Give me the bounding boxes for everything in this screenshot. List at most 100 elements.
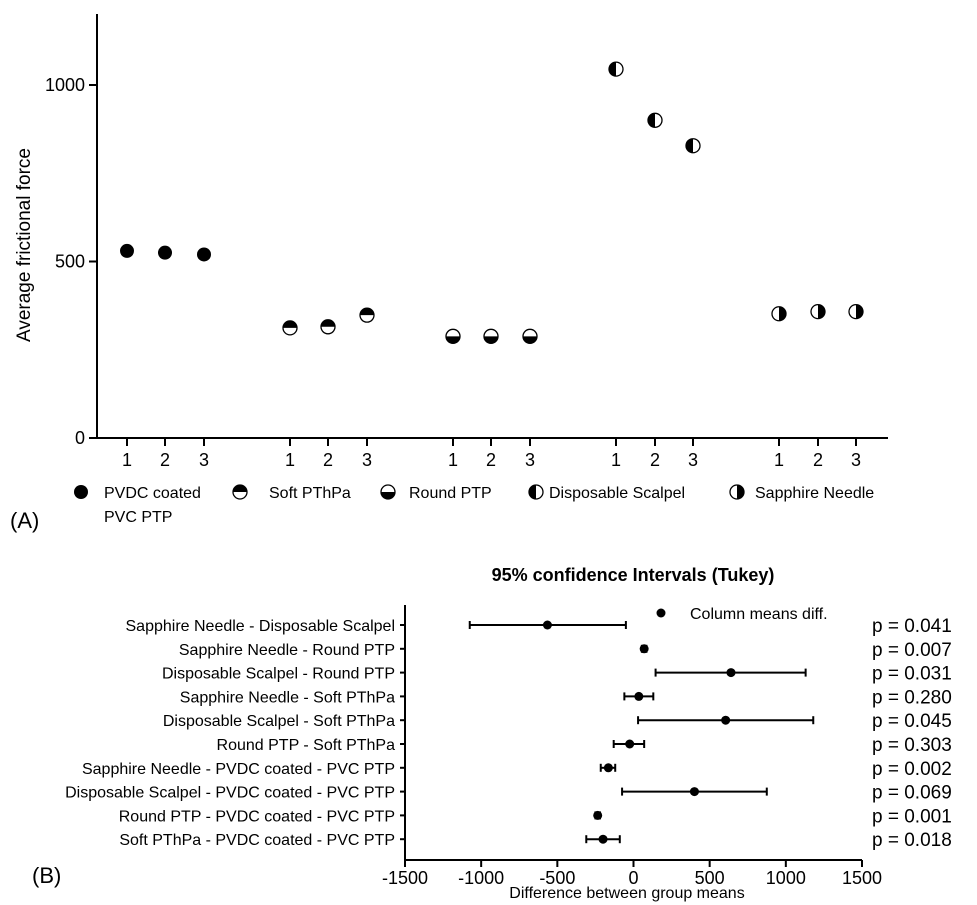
p-value-label: p = 0.031 <box>872 664 952 685</box>
x-tick-label: 1 <box>448 450 458 470</box>
x-tick-label: -1000 <box>458 868 504 888</box>
p-value-label: p = 0.280 <box>872 687 952 708</box>
comparison-row: Round PTP - Soft PThPa p = 0.303 <box>217 735 952 756</box>
data-point <box>120 243 134 258</box>
x-tick-label: -500 <box>539 868 575 888</box>
x-tick-label: 500 <box>695 868 725 888</box>
data-point <box>282 320 298 336</box>
x-tick-label: 3 <box>362 450 372 470</box>
panel-a-y-axis-label: Average frictional force <box>14 148 35 342</box>
panel-a-y-ticks: 0 500 1000 <box>45 75 97 448</box>
panel-a-x-ticks: 1 2 3 1 2 3 1 2 3 1 2 3 1 2 3 <box>122 438 861 470</box>
data-point <box>158 245 172 260</box>
data-point <box>359 307 375 323</box>
comparison-row: Disposable Scalpel - Round PTP p = 0.031 <box>162 664 952 685</box>
comparison-row: Sapphire Needle - Disposable Scalpel p = … <box>126 616 952 637</box>
legend-marker <box>380 484 396 500</box>
panel-b-confidence-interval-chart: 95% confidence Intervals (Tukey) -1500 -1… <box>32 565 952 902</box>
data-point <box>685 138 701 154</box>
x-tick-label: 3 <box>525 450 535 470</box>
data-point <box>771 306 787 322</box>
x-tick-label: 3 <box>688 450 698 470</box>
mean-point <box>689 787 699 797</box>
panel-b-x-ticks: -1500 -1000 -500 0 500 1000 1500 <box>382 860 882 888</box>
panel-a-legend: PVDC coated PVC PTP Soft PThPa Round PTP Dis… <box>74 484 874 526</box>
mean-point <box>726 668 736 678</box>
comparison-row: Sapphire Needle - PVDC coated - PVC PTP p… <box>82 759 952 780</box>
p-value-label: p = 0.069 <box>872 783 952 804</box>
legend-label: Disposable Scalpel <box>549 485 685 502</box>
y-tick-label: 500 <box>55 252 85 272</box>
panel-b-title: 95% confidence Intervals (Tukey) <box>492 565 775 585</box>
data-point <box>445 328 461 344</box>
p-value-label: p = 0.041 <box>872 616 952 637</box>
legend-marker <box>729 484 745 500</box>
comparison-label: Sapphire Needle - PVDC coated - PVC PTP <box>82 761 395 778</box>
y-tick-label: 1000 <box>45 75 85 95</box>
comparison-label: Round PTP - Soft PThPa <box>217 737 396 754</box>
panel-a-label: (A) <box>10 508 39 533</box>
panel-b-x-axis-label: Difference between group means <box>509 885 744 902</box>
comparison-label: Disposable Scalpel - PVDC coated - PVC P… <box>65 785 395 802</box>
x-tick-label: 2 <box>160 450 170 470</box>
data-point <box>320 319 336 335</box>
comparison-row: Round PTP - PVDC coated - PVC PTP p = 0.0… <box>119 806 952 827</box>
x-tick-label: 2 <box>323 450 333 470</box>
x-tick-label: 1 <box>774 450 784 470</box>
data-point <box>197 247 211 262</box>
p-value-label: p = 0.007 <box>872 640 952 661</box>
comparison-label: Disposable Scalpel - Soft PThPa <box>163 713 395 730</box>
p-value-label: p = 0.001 <box>872 806 952 827</box>
comparison-label: Sapphire Needle - Disposable Scalpel <box>126 618 396 635</box>
data-point <box>522 328 538 344</box>
legend-marker <box>232 484 248 500</box>
legend-label: PVDC coated <box>104 485 201 502</box>
legend-label: Sapphire Needle <box>755 485 874 502</box>
x-tick-label: 3 <box>199 450 209 470</box>
comparison-row: Soft PThPa - PVDC coated - PVC PTP p = 0.… <box>119 830 951 851</box>
comparison-row: Sapphire Needle - Soft PThPa p = 0.280 <box>180 687 952 708</box>
p-value-label: p = 0.045 <box>872 711 952 732</box>
panel-b-label: (B) <box>32 863 61 888</box>
p-value-label: p = 0.018 <box>872 830 952 851</box>
data-point <box>608 61 624 77</box>
comparison-label: Disposable Scalpel - Round PTP <box>162 666 395 683</box>
mean-point <box>598 834 608 844</box>
comparison-label: Soft PThPa - PVDC coated - PVC PTP <box>119 832 395 849</box>
x-tick-label: 3 <box>851 450 861 470</box>
comparison-label: Round PTP - PVDC coated - PVC PTP <box>119 808 395 825</box>
panel-b-rows: Sapphire Needle - Disposable Scalpel p = … <box>65 616 952 851</box>
y-tick-label: 0 <box>75 428 85 448</box>
comparison-row: Sapphire Needle - Round PTP p = 0.007 <box>179 640 952 661</box>
x-tick-label: 1500 <box>842 868 882 888</box>
legend-label: Round PTP <box>409 485 492 502</box>
x-tick-label: 2 <box>813 450 823 470</box>
mean-point <box>603 763 613 773</box>
data-point <box>810 303 826 320</box>
data-point <box>483 328 499 344</box>
p-value-label: p = 0.002 <box>872 759 952 780</box>
comparison-row: Disposable Scalpel - Soft PThPa p = 0.045 <box>163 711 952 732</box>
x-tick-label: 2 <box>486 450 496 470</box>
x-tick-label: 1 <box>611 450 621 470</box>
mean-point <box>639 644 649 654</box>
data-point <box>848 303 864 320</box>
x-tick-label: 2 <box>650 450 660 470</box>
panel-b-legend-marker <box>656 608 666 618</box>
p-value-label: p = 0.303 <box>872 735 952 756</box>
legend-marker <box>528 484 544 500</box>
x-tick-label: 1 <box>122 450 132 470</box>
mean-point <box>625 739 635 749</box>
x-tick-label: 1 <box>285 450 295 470</box>
comparison-row: Disposable Scalpel - PVDC coated - PVC P… <box>65 783 952 804</box>
panel-b-legend-label: Column means diff. <box>690 606 828 623</box>
comparison-label: Sapphire Needle - Round PTP <box>179 642 395 659</box>
panel-a-scatter-chart: Average frictional force 0 500 1000 1 2 3 1 2 3… <box>10 14 888 533</box>
panel-a-points <box>120 61 864 344</box>
x-tick-label: 0 <box>628 868 638 888</box>
mean-point <box>721 715 731 725</box>
mean-point <box>593 810 603 820</box>
mean-point <box>542 620 552 630</box>
legend-marker <box>74 485 88 499</box>
